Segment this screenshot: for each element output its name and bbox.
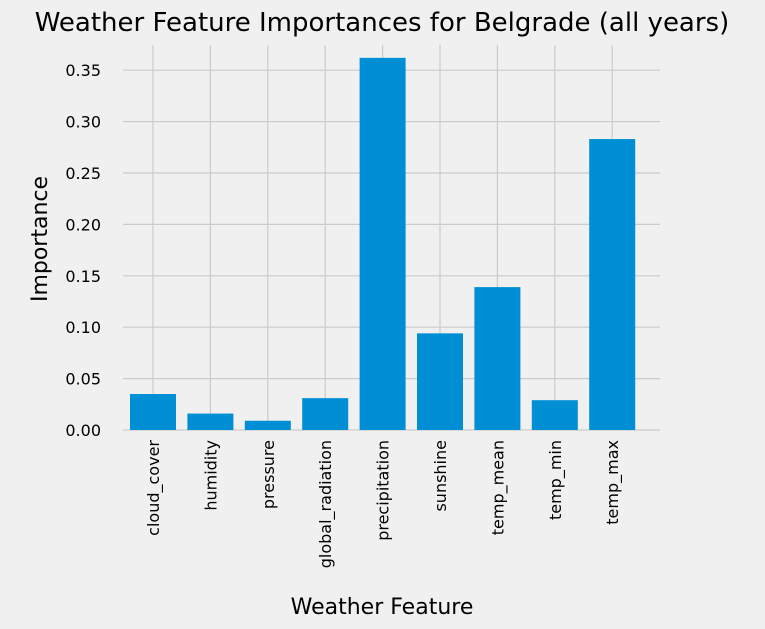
x-tick-label-humidity: humidity (201, 440, 220, 511)
y-tick-label: 0.05 (65, 370, 101, 389)
y-tick-label: 0.20 (65, 215, 101, 234)
x-tick-label-precipitation: precipitation (374, 440, 393, 541)
bars (130, 57, 636, 431)
y-tick-label: 0.10 (65, 318, 101, 337)
bar-pressure (244, 420, 291, 430)
y-tick-label: 0.35 (65, 61, 101, 80)
chart-title: Weather Feature Importances for Belgrade… (35, 8, 730, 38)
x-tick-label-temp-min: temp_min (546, 440, 566, 520)
bar-sunshine (417, 333, 463, 430)
x-tick-label-temp-max: temp_max (603, 440, 623, 525)
bar-humidity (187, 413, 234, 430)
bar-global-radiation (302, 398, 349, 430)
y-tick-label: 0.00 (65, 421, 101, 440)
x-tick-label-global-radiation: global_radiation (316, 440, 336, 568)
y-tick-labels: 0.00 0.05 0.10 0.15 0.20 0.25 0.30 0.35 (65, 61, 101, 440)
bar-cloud-cover (130, 394, 176, 430)
x-tick-label-pressure: pressure (259, 440, 278, 509)
y-tick-label: 0.25 (65, 164, 101, 183)
y-axis-label: Importance (28, 176, 53, 302)
y-tick-label: 0.30 (65, 113, 101, 132)
bar-precipitation (359, 57, 406, 430)
x-tick-label-cloud-cover: cloud_cover (144, 440, 164, 536)
bar-temp-min (531, 400, 578, 430)
x-axis-label: Weather Feature (291, 595, 474, 620)
bar-temp-mean (474, 287, 521, 430)
bar-temp-max (589, 139, 636, 431)
x-tick-labels: cloud_cover humidity pressure global_radiat… (144, 440, 623, 569)
x-tick-label-temp-mean: temp_mean (488, 440, 508, 535)
x-tick-label-sunshine: sunshine (431, 440, 450, 512)
y-tick-label: 0.15 (65, 267, 101, 286)
